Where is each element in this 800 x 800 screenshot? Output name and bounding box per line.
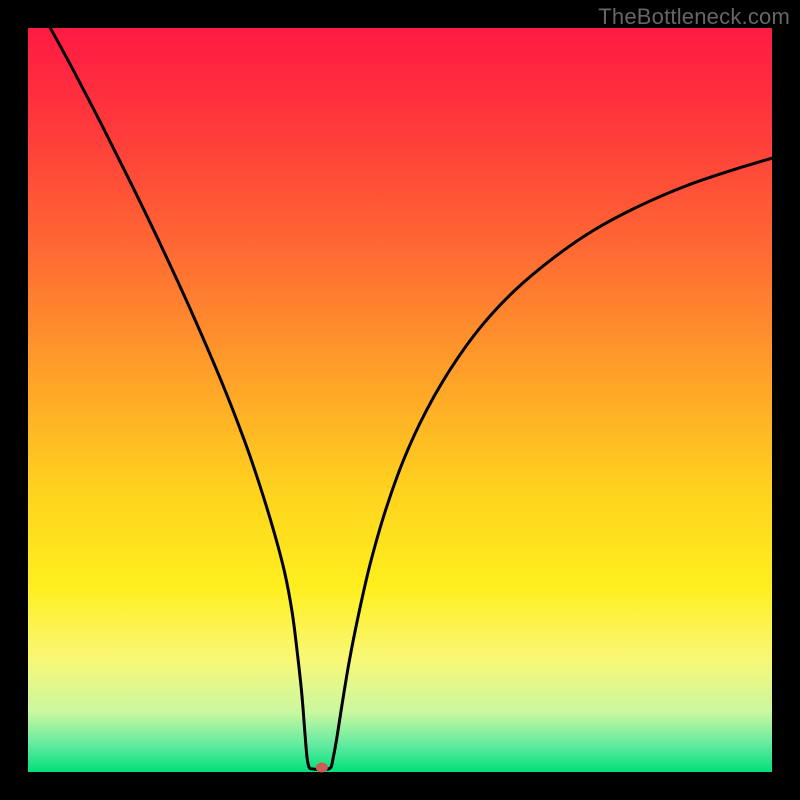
chart-svg <box>0 0 800 800</box>
chart-background-gradient <box>28 28 772 772</box>
bottleneck-chart: TheBottleneck.com <box>0 0 800 800</box>
watermark-text: TheBottleneck.com <box>598 4 790 30</box>
optimum-marker <box>316 763 328 773</box>
